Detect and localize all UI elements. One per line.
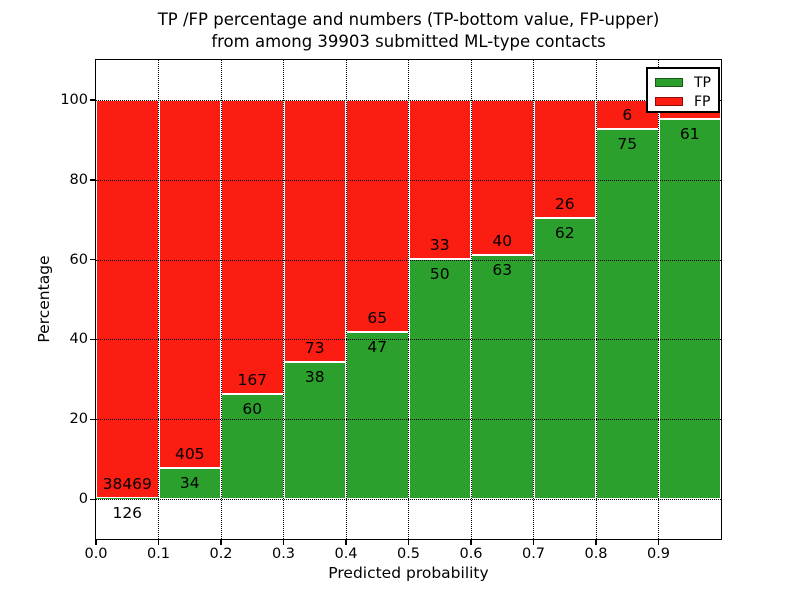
chart-title-line1: TP /FP percentage and numbers (TP-bottom… (157, 10, 660, 29)
x-tick-mark (220, 539, 222, 545)
bar-segment-tp (658, 118, 721, 500)
bar-segment-tp (471, 254, 534, 500)
bar-label-fp: 38469 (102, 474, 152, 493)
bar-label-fp: 33 (429, 235, 450, 254)
bar-segment-fp (158, 99, 221, 469)
bar-segment-fp (346, 99, 409, 332)
gridline-v (470, 60, 472, 539)
gridline-v (595, 60, 597, 539)
bar-segment-tp (408, 258, 471, 500)
bar-label-fp: 40 (492, 231, 513, 250)
y-tick-label: 80 (69, 171, 88, 188)
bar-label-tp: 62 (554, 223, 575, 242)
bar-label-fp: 26 (554, 194, 575, 213)
y-tick-label: 40 (69, 331, 88, 348)
bar-label-fp: 405 (174, 445, 205, 464)
bar-segment-tp (596, 129, 659, 500)
x-tick-label: 0.3 (271, 546, 296, 562)
bar-segment-tp (96, 497, 159, 500)
x-tick-mark (595, 539, 597, 545)
y-tick-mark (90, 179, 96, 181)
legend-label: TP (694, 74, 711, 91)
gridline-v (158, 60, 159, 539)
bar-segment-tp (221, 393, 284, 500)
legend-swatch-fp (655, 97, 683, 106)
bar-label-tp: 34 (179, 474, 200, 493)
x-tick-label: 0.1 (146, 546, 171, 562)
bar-label-tp: 61 (679, 124, 700, 143)
y-tick-label: 20 (69, 411, 88, 428)
x-tick-label: 0.6 (459, 546, 483, 562)
y-tick-mark (90, 498, 96, 500)
bar-label-tp: 38 (304, 368, 325, 387)
gridline-v (658, 60, 659, 539)
x-tick-label: 0.9 (646, 546, 671, 562)
chart-title-line2: from among 39903 submitted ML-type conta… (211, 32, 606, 51)
bar-label-tp: 75 (617, 135, 638, 154)
bar-label-tp: 50 (429, 264, 450, 283)
bar-segment-fp (283, 99, 346, 363)
gridline-v (533, 60, 534, 539)
y-tick-label: 100 (60, 91, 88, 108)
legend: TP FP (646, 67, 720, 113)
bar-label-fp: 73 (304, 339, 325, 358)
gridline-v (408, 60, 409, 539)
x-tick-label: 0.2 (209, 546, 233, 562)
bar-label-fp: 167 (237, 370, 268, 389)
y-tick-mark (90, 99, 96, 101)
bar-label-fp: 6 (622, 106, 633, 125)
x-tick-label: 0.5 (396, 546, 421, 562)
x-tick-label: 0.0 (84, 546, 108, 562)
gridline-v (345, 60, 347, 539)
legend-item: FP (648, 92, 718, 111)
x-axis-label: Predicted probability (328, 564, 489, 582)
gridline-v (220, 60, 222, 539)
y-tick-label: 60 (69, 251, 88, 268)
y-axis-label: Percentage (35, 255, 53, 343)
bar-segment-fp (96, 99, 159, 498)
legend-label: FP (694, 93, 711, 110)
x-tick-mark (657, 539, 660, 545)
bar-label-tp: 60 (242, 399, 263, 418)
x-tick-mark (532, 539, 535, 545)
x-tick-mark (282, 539, 285, 545)
x-tick-mark (157, 539, 160, 545)
x-tick-mark (345, 539, 347, 545)
y-tick-mark (90, 259, 96, 261)
x-tick-mark (470, 539, 472, 545)
bar-segment-tp (346, 331, 409, 500)
y-tick-mark (90, 418, 96, 421)
x-tick-mark (95, 539, 97, 545)
bar-label-tp: 47 (367, 337, 388, 356)
bar-label-tp: 126 (112, 503, 143, 522)
y-tick-label: 0 (78, 491, 88, 508)
y-tick-mark (90, 338, 96, 341)
x-tick-label: 0.8 (584, 546, 608, 562)
bar-label-tp: 63 (492, 260, 513, 279)
plot-area: 38469 126 405 34 167 60 73 38 65 47 33 50 40 63 26 62 6 7… (95, 59, 722, 540)
legend-item: TP (648, 73, 718, 92)
x-tick-label: 0.7 (521, 546, 546, 562)
gridline-v (283, 60, 284, 539)
bar-label-fp: 65 (367, 308, 388, 327)
bar-segment-fp (221, 99, 284, 394)
legend-swatch-tp (655, 78, 683, 87)
chart-title: TP /FP percentage and numbers (TP-bottom… (96, 9, 721, 53)
x-tick-label: 0.4 (334, 546, 358, 562)
x-tick-mark (407, 539, 410, 545)
